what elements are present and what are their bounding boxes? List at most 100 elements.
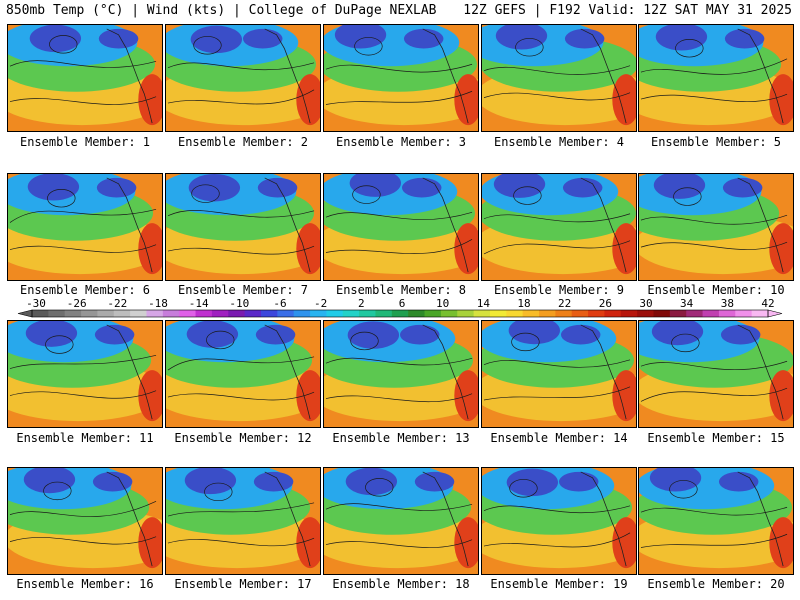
colorbar-swatch [620,310,638,317]
colorbar-swatch [506,310,524,317]
colorbar-tick-label: -18 [148,297,168,310]
ensemble-member-map [638,467,794,575]
ensemble-member-map [323,467,479,575]
colorbar-tick-label: 6 [399,297,406,310]
ensemble-member-map [165,467,321,575]
ensemble-member-caption: Ensemble Member: 13 [332,431,470,445]
colorbar-swatch [751,310,769,317]
ensemble-member-caption: Ensemble Member: 16 [16,577,154,591]
colorbar-tick-label: -2 [314,297,327,310]
ensemble-member-map [481,173,637,281]
colorbar-swatch [130,310,147,317]
model-run-info: 12Z GEFS | F192 Valid: 12Z SAT MAY 31 20… [463,3,792,18]
colorbar-swatch [211,310,229,317]
colorbar-swatch [359,310,376,317]
colorbar-swatch [653,310,671,317]
colorbar-swatch [146,310,164,317]
colorbar-swatch [113,310,131,317]
ensemble-member-caption: Ensemble Member: 7 [177,283,309,297]
colorbar-tick-label: 10 [436,297,449,310]
colorbar-swatch [375,310,393,317]
map-title: 850mb Temp (°C) | Wind (kts) | College o… [6,3,437,18]
colorbar-tick-label: -22 [107,297,127,310]
colorbar-swatch [669,310,687,317]
colorbar-swatch [588,310,605,317]
colorbar-swatch [440,310,458,317]
colorbar-swatch [424,310,442,317]
ensemble-member-map [165,24,321,132]
colorbar-swatch [391,310,409,317]
ensemble-member-map [165,173,321,281]
colorbar-swatch [293,310,311,317]
colorbar-svg: -30 -26 -22 -18 -14 -10 -6 -2 2 6 10 14 18 22 26 30 34 38… [17,297,783,318]
ensemble-member-map [323,173,479,281]
colorbar-tick-label: 30 [639,297,652,310]
ensemble-member-caption: Ensemble Member: 4 [493,135,625,149]
colorbar-tick-label: -14 [189,297,209,310]
colorbar-tick-label: 42 [761,297,774,310]
ensemble-member-caption: Ensemble Member: 12 [174,431,312,445]
colorbar-swatch [260,310,278,317]
colorbar-swatch [408,310,426,317]
ensemble-member-caption: Ensemble Member: 11 [16,431,154,445]
ensemble-member-caption: Ensemble Member: 10 [647,283,785,297]
ensemble-member-map [7,24,163,132]
colorbar-swatch [539,310,556,317]
ensemble-member-caption: Ensemble Member: 19 [490,577,628,591]
colorbar-swatch [718,310,736,317]
ensemble-member-map [323,24,479,132]
ensemble-member-caption: Ensemble Member: 20 [647,577,785,591]
ensemble-member-map [638,320,794,428]
ensemble-member-caption: Ensemble Member: 9 [493,283,625,297]
colorbar-tick-label: 14 [477,297,491,310]
colorbar-swatch [457,310,475,317]
ensemble-member-map [638,173,794,281]
colorbar-swatch [473,310,491,317]
ensemble-member-caption: Ensemble Member: 6 [19,283,151,297]
colorbar-swatch [326,310,344,317]
ensemble-member-caption: Ensemble Member: 17 [174,577,312,591]
colorbar-swatch [81,310,98,317]
ensemble-member-caption: Ensemble Member: 8 [335,283,467,297]
colorbar-high-arrow [767,309,783,318]
ensemble-member-map [7,173,163,281]
colorbar-swatch [571,310,589,317]
colorbar-tick-label: 2 [358,297,365,310]
colorbar-swatch [637,310,655,317]
ensemble-member-caption: Ensemble Member: 15 [647,431,785,445]
colorbar-tick-label: 26 [599,297,612,310]
colorbar-swatch [195,310,213,317]
colorbar-swatch [686,310,704,317]
colorbar-tick-label: 34 [680,297,694,310]
colorbar-tick-label: 22 [558,297,571,310]
ensemble-member-map [323,320,479,428]
colorbar-swatch [489,310,507,317]
colorbar-swatch [342,310,360,317]
ensemble-member-caption: Ensemble Member: 2 [177,135,309,149]
colorbar-swatch [277,310,295,317]
colorbar-swatch [522,310,540,317]
ensemble-member-caption: Ensemble Member: 1 [19,135,151,149]
colorbar-swatch [555,310,573,317]
ensemble-member-map [7,320,163,428]
colorbar-swatch [310,310,327,317]
colorbar-swatch [228,310,246,317]
colorbar-swatch [604,310,622,317]
colorbar-swatch [179,310,197,317]
ensemble-member-map [165,320,321,428]
colorbar-tick-label: -26 [67,297,87,310]
colorbar-swatch [162,310,180,317]
ensemble-member-map [481,320,637,428]
colorbar-swatch [64,310,82,317]
ensemble-member-map [481,467,637,575]
ensemble-member-caption: Ensemble Member: 5 [650,135,782,149]
ensemble-member-map [7,467,163,575]
ensemble-member-caption: Ensemble Member: 18 [332,577,470,591]
ensemble-member-caption: Ensemble Member: 3 [335,135,467,149]
colorbar-tick-label: -6 [273,297,286,310]
ensemble-member-map [638,24,794,132]
colorbar-swatch [244,310,262,317]
ensemble-member-caption: Ensemble Member: 14 [490,431,628,445]
colorbar-tick-label: 18 [517,297,530,310]
